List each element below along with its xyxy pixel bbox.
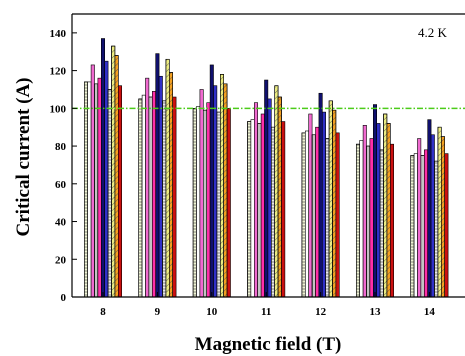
bar-pattern bbox=[169, 72, 174, 298]
bar-pattern bbox=[440, 136, 445, 298]
bar bbox=[427, 119, 432, 298]
bar bbox=[101, 38, 106, 298]
bar-pattern bbox=[386, 123, 391, 298]
y-tick-label: 100 bbox=[50, 103, 67, 115]
bar bbox=[304, 130, 309, 298]
y-tick-label: 60 bbox=[55, 179, 67, 191]
bar-pattern bbox=[107, 89, 112, 298]
y-tick-label: 20 bbox=[55, 254, 67, 266]
y-tick-label: 0 bbox=[61, 292, 67, 304]
x-ticks: 8 9 10 11 12 13 14 bbox=[100, 292, 435, 318]
bar bbox=[118, 85, 123, 298]
x-tick-label: 14 bbox=[424, 306, 436, 318]
bar-pattern bbox=[311, 134, 316, 298]
y-tick-label: 80 bbox=[55, 141, 67, 153]
bar-pattern bbox=[301, 132, 306, 298]
x-tick-label: 10 bbox=[206, 306, 218, 318]
bar-pattern bbox=[274, 85, 279, 298]
x-tick-label: 13 bbox=[370, 306, 382, 318]
bar bbox=[389, 143, 394, 298]
bars-group bbox=[84, 38, 449, 298]
bar-pattern bbox=[192, 108, 197, 298]
bar-pattern bbox=[366, 145, 371, 298]
bar bbox=[372, 104, 377, 298]
bar bbox=[213, 85, 218, 298]
bar-pattern bbox=[94, 83, 99, 298]
bar bbox=[321, 111, 326, 298]
x-tick-label: 8 bbox=[100, 306, 106, 318]
x-tick-label: 12 bbox=[315, 306, 327, 318]
bar-pattern bbox=[216, 111, 221, 298]
bar bbox=[141, 94, 146, 298]
bar bbox=[199, 89, 204, 298]
bar bbox=[104, 60, 109, 298]
bar bbox=[206, 102, 211, 298]
bar bbox=[281, 121, 286, 298]
bar bbox=[264, 79, 269, 298]
bar bbox=[152, 91, 157, 298]
bar bbox=[359, 140, 364, 298]
y-ticks: 0 20 40 60 80 100 120 140 bbox=[50, 28, 77, 304]
bar bbox=[87, 81, 92, 298]
bar-pattern bbox=[165, 58, 170, 298]
bar-pattern bbox=[84, 81, 89, 298]
bar-pattern bbox=[148, 96, 153, 298]
bar-pattern bbox=[420, 155, 425, 298]
bar-pattern bbox=[383, 113, 388, 298]
bar-pattern bbox=[437, 126, 442, 298]
bar bbox=[155, 53, 160, 298]
bar bbox=[444, 153, 449, 298]
bar-pattern bbox=[325, 138, 330, 298]
bar bbox=[267, 98, 272, 298]
bar bbox=[315, 126, 320, 298]
x-tick-label: 9 bbox=[155, 306, 161, 318]
bar bbox=[413, 153, 418, 298]
bar-pattern bbox=[203, 109, 208, 298]
bar bbox=[158, 75, 163, 298]
bar-pattern bbox=[355, 143, 360, 298]
x-tick-label: 11 bbox=[261, 306, 271, 318]
bar bbox=[90, 64, 95, 298]
bar bbox=[369, 138, 374, 298]
bar-pattern bbox=[247, 121, 252, 298]
plot-frame bbox=[71, 13, 465, 298]
bar bbox=[308, 113, 313, 298]
bar bbox=[97, 77, 102, 298]
bar bbox=[196, 106, 201, 298]
bar-pattern bbox=[434, 160, 439, 298]
bar-pattern bbox=[410, 155, 415, 298]
bar-pattern bbox=[138, 98, 143, 298]
bar bbox=[335, 132, 340, 298]
bar bbox=[226, 108, 231, 298]
bar-pattern bbox=[328, 100, 333, 298]
bar-pattern bbox=[379, 149, 384, 298]
y-tick-label: 140 bbox=[50, 28, 67, 40]
y-axis-title: Critical current (A) bbox=[13, 78, 34, 237]
annotation-temperature: 4.2 K bbox=[418, 25, 448, 40]
bar bbox=[172, 96, 177, 298]
bar-pattern bbox=[111, 45, 116, 298]
bar-pattern bbox=[270, 126, 275, 298]
x-axis-title: Magnetic field (T) bbox=[195, 334, 342, 355]
bar-pattern bbox=[114, 55, 119, 298]
bar bbox=[209, 64, 214, 298]
bar bbox=[362, 125, 367, 298]
bar bbox=[417, 138, 422, 298]
bar bbox=[430, 134, 435, 298]
bar bbox=[423, 149, 428, 298]
bar bbox=[318, 92, 323, 298]
bar bbox=[376, 123, 381, 298]
y-tick-label: 40 bbox=[55, 217, 67, 229]
bar bbox=[250, 119, 255, 298]
bar-pattern bbox=[257, 123, 262, 298]
bar bbox=[260, 113, 265, 298]
bar bbox=[254, 102, 259, 298]
bar-pattern bbox=[277, 96, 282, 298]
bar-pattern bbox=[223, 83, 228, 298]
bar bbox=[145, 77, 150, 298]
y-tick-label: 120 bbox=[50, 66, 67, 78]
bar-pattern bbox=[162, 100, 167, 298]
bar-pattern bbox=[332, 109, 337, 298]
